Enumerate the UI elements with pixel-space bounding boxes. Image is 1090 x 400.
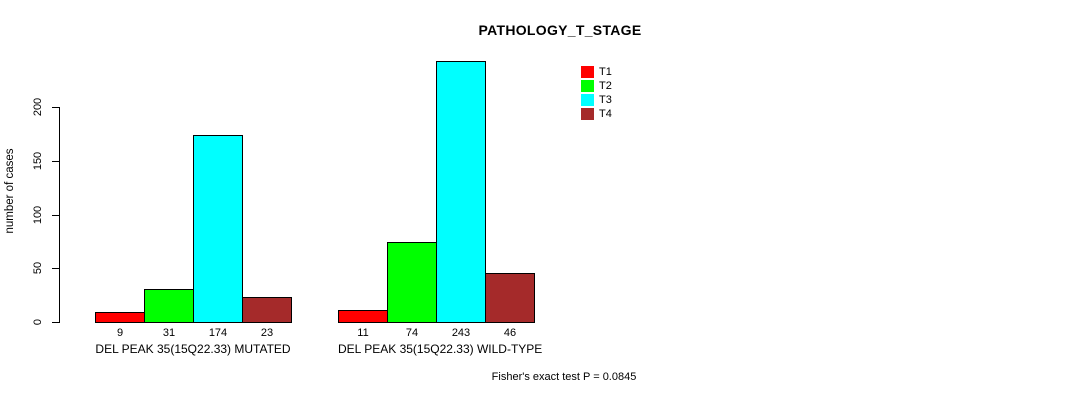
bar-value-T2-group1: 31 bbox=[162, 327, 176, 339]
legend-swatch-T2 bbox=[581, 80, 594, 92]
y-axis-tick bbox=[52, 215, 59, 216]
chart-title: PATHOLOGY_T_STAGE bbox=[478, 22, 642, 38]
legend-swatch-T3 bbox=[581, 94, 594, 106]
bar-value-T3-group2: 243 bbox=[451, 327, 471, 339]
bar-T1-group1 bbox=[95, 312, 145, 323]
bar-T1-group2 bbox=[338, 310, 388, 323]
bar-value-T3-group1: 174 bbox=[208, 327, 228, 339]
y-axis-tick bbox=[52, 161, 59, 162]
y-axis-tick bbox=[52, 268, 59, 269]
bar-value-T4-group2: 46 bbox=[503, 327, 517, 339]
y-axis-tick-label: 0 bbox=[32, 318, 44, 326]
y-axis-line bbox=[59, 107, 60, 323]
bar-T2-group1 bbox=[144, 289, 194, 323]
bar-T3-group2 bbox=[436, 61, 486, 323]
legend-swatch-T4 bbox=[581, 108, 594, 120]
y-axis-tick-label: 200 bbox=[32, 97, 44, 117]
bar-value-T2-group2: 74 bbox=[405, 327, 419, 339]
y-axis-label: number of cases bbox=[4, 148, 16, 234]
legend-label-T2: T2 bbox=[599, 80, 612, 92]
bar-T3-group1 bbox=[193, 135, 243, 323]
bar-value-T1-group2: 11 bbox=[357, 327, 369, 339]
legend-label-T4: T4 bbox=[599, 108, 612, 120]
bar-T4-group2 bbox=[485, 273, 535, 323]
bar-T4-group1 bbox=[242, 297, 292, 323]
legend-label-T1: T1 bbox=[599, 66, 612, 78]
bar-value-T1-group1: 9 bbox=[116, 327, 124, 339]
y-axis-tick-label: 150 bbox=[32, 151, 44, 171]
y-axis-tick bbox=[52, 322, 59, 323]
y-axis-tick bbox=[52, 107, 59, 108]
y-axis-tick-label: 100 bbox=[32, 205, 44, 225]
legend-swatch-T1 bbox=[581, 66, 594, 78]
y-axis-tick-label: 50 bbox=[32, 261, 44, 275]
legend-label-T3: T3 bbox=[599, 94, 612, 106]
bar-value-T4-group1: 23 bbox=[260, 327, 274, 339]
group-label-2: DEL PEAK 35(15Q22.33) WILD-TYPE bbox=[338, 342, 543, 356]
pvalue-annotation: Fisher's exact test P = 0.0845 bbox=[491, 371, 637, 383]
group-label-1: DEL PEAK 35(15Q22.33) MUTATED bbox=[95, 342, 291, 356]
bar-T2-group2 bbox=[387, 242, 437, 323]
